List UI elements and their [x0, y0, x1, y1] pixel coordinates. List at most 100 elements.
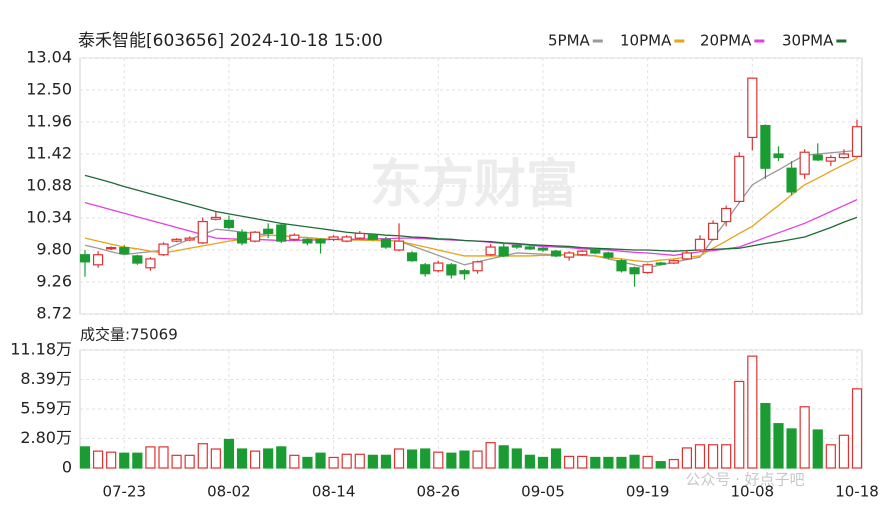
volume-bar [276, 446, 287, 469]
volume-bar [668, 458, 679, 469]
volume-bar [119, 452, 130, 469]
candle-body [498, 246, 509, 257]
candle-body [694, 238, 706, 251]
volume-bar [537, 456, 549, 469]
volume-bar [210, 448, 221, 469]
volume-bar [642, 455, 653, 469]
candle-body [616, 260, 627, 272]
candle-body [537, 247, 549, 251]
volume-bar [367, 454, 378, 469]
volume-bar [511, 448, 522, 469]
legend-label: 20PMA [700, 32, 752, 50]
candle-body [485, 246, 496, 256]
candle-body [721, 207, 732, 223]
x-tick-label: 07-23 [102, 483, 146, 501]
volume-bar [760, 403, 771, 469]
volume-bar [132, 452, 143, 469]
y-tick-label: 10.88 [26, 176, 72, 195]
candle-body [367, 234, 378, 240]
candle-body [328, 236, 339, 240]
y-tick-label: 11.42 [26, 144, 72, 163]
candle-body [315, 238, 326, 244]
volume-bar [380, 454, 392, 469]
volume-bar [236, 448, 248, 469]
candle-body [681, 252, 692, 260]
ma-line [84, 174, 858, 252]
volume-bar [799, 406, 810, 469]
volume-bar [92, 450, 104, 469]
candle-body [145, 258, 156, 269]
volume-bar [655, 461, 666, 469]
candle-body [812, 154, 823, 161]
volume-bar [721, 444, 732, 469]
volume-bar [197, 443, 208, 469]
volume-bar [550, 448, 562, 469]
volume-bar [472, 450, 483, 469]
volume-bar [707, 444, 719, 469]
y-tick-label: 0 [62, 458, 72, 477]
volume-bar [158, 446, 169, 469]
candle-body [380, 238, 392, 248]
candle-body [236, 231, 248, 244]
volume-bar [393, 448, 405, 469]
candle-body [642, 264, 653, 274]
volume-bar [106, 451, 117, 469]
volume-bar [812, 429, 823, 469]
candle-body [433, 262, 444, 272]
volume-bar [79, 446, 91, 469]
x-tick-label: 09-19 [626, 483, 670, 501]
volume-bar [616, 456, 627, 469]
volume-bar [681, 447, 692, 469]
legend-label: 10PMA [620, 32, 672, 50]
candle-body [289, 234, 300, 240]
candle-body [524, 246, 535, 250]
y-tick-label: 5.59万 [20, 399, 72, 418]
candle-body [603, 252, 614, 258]
candle-body [223, 219, 235, 229]
volume-bar [315, 452, 326, 469]
volume-bar [564, 455, 575, 469]
x-tick-label: 08-26 [416, 483, 460, 501]
candle-body [184, 237, 195, 241]
candle-body [550, 250, 562, 257]
candle-body [511, 244, 522, 248]
x-tick-label: 10-08 [731, 483, 775, 501]
candle-body [838, 153, 850, 159]
volume-bar [577, 455, 588, 469]
volume-bar [223, 438, 235, 469]
y-tick-label: 12.50 [26, 80, 72, 99]
candle-body [577, 250, 588, 256]
y-tick-label: 8.72 [36, 304, 72, 323]
candle-body [197, 220, 208, 244]
candle-body [590, 249, 601, 254]
chart-title: 泰禾智能[603656] 2024-10-18 15:00 [78, 31, 383, 51]
candle-body [354, 232, 365, 239]
volume-bar [184, 454, 195, 469]
candle-body [786, 167, 797, 193]
volume-bar [485, 442, 496, 469]
candle-body [655, 262, 666, 265]
volume-bar [289, 454, 300, 469]
candle-body [407, 252, 418, 262]
y-tick-label: 11.18万 [10, 340, 72, 359]
y-tick-label: 13.04 [26, 48, 72, 67]
volume-bar [433, 451, 444, 469]
x-tick-label: 08-02 [207, 483, 251, 501]
candle-body [760, 124, 771, 169]
candle-body [668, 260, 679, 264]
volume-bar [590, 456, 601, 469]
y-tick-label: 11.96 [26, 112, 72, 131]
candle-body [158, 243, 169, 256]
candle-body [629, 267, 640, 275]
candle-body [446, 264, 457, 276]
volume-bar [446, 452, 457, 469]
candle-body [341, 236, 352, 242]
volume-bar [328, 456, 339, 469]
candle-body [472, 261, 483, 272]
candle-body [210, 216, 221, 220]
candle-body [276, 224, 287, 242]
volume-bar [838, 434, 850, 469]
candle-body [851, 126, 863, 157]
candle-body [92, 254, 104, 266]
